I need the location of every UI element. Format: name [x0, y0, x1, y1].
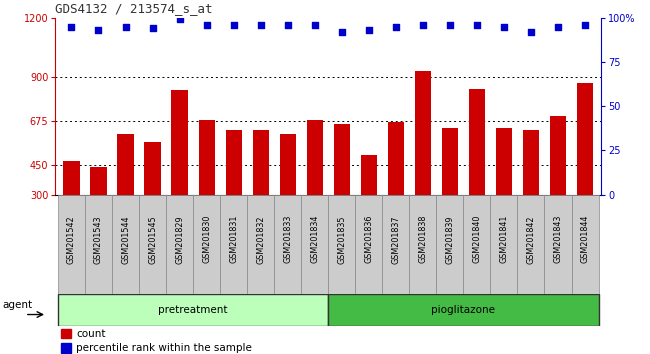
Bar — [58, 294, 328, 326]
Bar — [571, 195, 599, 294]
Text: count: count — [76, 329, 105, 339]
Bar — [301, 195, 328, 294]
Point — [283, 22, 293, 28]
Text: GDS4132 / 213574_s_at: GDS4132 / 213574_s_at — [55, 2, 213, 15]
Point — [418, 22, 428, 28]
Bar — [247, 195, 274, 294]
Text: GSM201831: GSM201831 — [229, 215, 238, 263]
Bar — [274, 195, 301, 294]
Point — [228, 22, 239, 28]
Bar — [496, 128, 512, 254]
Point — [391, 24, 401, 29]
Bar — [226, 130, 242, 254]
Text: GSM201837: GSM201837 — [391, 215, 400, 264]
Bar — [144, 142, 161, 254]
Point — [309, 22, 320, 28]
Bar — [307, 120, 323, 254]
Text: agent: agent — [3, 300, 33, 310]
Text: GSM201835: GSM201835 — [337, 215, 346, 264]
Bar — [550, 116, 566, 254]
Bar — [280, 134, 296, 254]
Text: GSM201542: GSM201542 — [67, 215, 76, 264]
Bar — [442, 128, 458, 254]
Bar — [517, 195, 545, 294]
Point — [202, 22, 212, 28]
Point — [255, 22, 266, 28]
Bar — [198, 120, 214, 254]
Bar — [60, 343, 71, 353]
Bar — [328, 195, 356, 294]
Text: GSM201545: GSM201545 — [148, 215, 157, 264]
Bar — [328, 294, 599, 326]
Bar — [112, 195, 139, 294]
Bar — [361, 155, 377, 254]
Bar — [333, 124, 350, 254]
Text: GSM201829: GSM201829 — [175, 215, 184, 264]
Text: GSM201839: GSM201839 — [445, 215, 454, 264]
Text: GSM201834: GSM201834 — [310, 215, 319, 263]
Bar — [436, 195, 463, 294]
Bar — [193, 195, 220, 294]
Bar — [469, 88, 485, 254]
Bar — [545, 195, 571, 294]
Point — [94, 27, 104, 33]
Point — [120, 24, 131, 29]
Point — [499, 24, 509, 29]
Bar — [139, 195, 166, 294]
Bar — [60, 329, 71, 338]
Bar — [118, 134, 134, 254]
Bar — [220, 195, 247, 294]
Bar — [387, 122, 404, 254]
Point — [526, 29, 536, 35]
Point — [174, 17, 185, 22]
Bar — [382, 195, 410, 294]
Bar — [415, 71, 431, 254]
Bar — [90, 167, 107, 254]
Point — [363, 27, 374, 33]
Text: GSM201830: GSM201830 — [202, 215, 211, 263]
Text: percentile rank within the sample: percentile rank within the sample — [76, 343, 252, 353]
Bar — [63, 161, 79, 254]
Text: GSM201844: GSM201844 — [580, 215, 590, 263]
Point — [552, 24, 563, 29]
Bar — [172, 91, 188, 254]
Bar — [410, 195, 436, 294]
Text: GSM201840: GSM201840 — [473, 215, 482, 263]
Point — [148, 25, 158, 31]
Bar — [463, 195, 491, 294]
Bar — [577, 82, 593, 254]
Bar — [85, 195, 112, 294]
Text: GSM201832: GSM201832 — [256, 215, 265, 264]
Bar — [58, 195, 85, 294]
Text: pretreatment: pretreatment — [159, 305, 228, 315]
Text: GSM201836: GSM201836 — [364, 215, 373, 263]
Text: GSM201841: GSM201841 — [499, 215, 508, 263]
Point — [580, 22, 590, 28]
Bar — [491, 195, 517, 294]
Text: GSM201842: GSM201842 — [526, 215, 536, 264]
Bar — [523, 130, 539, 254]
Bar — [356, 195, 382, 294]
Text: GSM201843: GSM201843 — [554, 215, 562, 263]
Point — [445, 22, 455, 28]
Text: pioglitazone: pioglitazone — [432, 305, 495, 315]
Text: GSM201543: GSM201543 — [94, 215, 103, 264]
Text: GSM201833: GSM201833 — [283, 215, 292, 263]
Point — [66, 24, 77, 29]
Point — [472, 22, 482, 28]
Bar — [253, 130, 269, 254]
Point — [337, 29, 347, 35]
Text: GSM201544: GSM201544 — [121, 215, 130, 264]
Text: GSM201838: GSM201838 — [419, 215, 427, 263]
Bar — [166, 195, 193, 294]
